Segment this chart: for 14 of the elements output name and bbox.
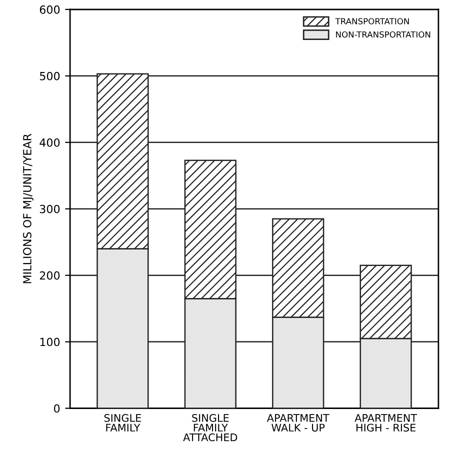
x-tick-label: APARTMENT HIGH - RISE [354, 414, 418, 432]
y-tick-label: 200 [40, 271, 60, 280]
y-tick-label: 0 [54, 404, 60, 413]
y-tick-label: 600 [40, 5, 60, 14]
y-tick-label: 400 [40, 138, 60, 147]
legend-label: TRANSPORTATION [335, 18, 409, 24]
legend-label: NON-TRANSPORTATION [336, 31, 430, 38]
x-tick-label: APARTMENT WALK - UP [266, 414, 330, 432]
y-tick-label: 500 [40, 72, 60, 80]
x-tick-label: SINGLE FAMILY [104, 414, 141, 432]
y-tick-label: 300 [40, 204, 60, 214]
y-tick-label: 100 [40, 338, 60, 346]
x-tick-label: SINGLE FAMILY ATTACHED [183, 414, 238, 442]
y-axis-title: MILLIONS OF MJ/UNIT/YEAR [23, 134, 34, 284]
